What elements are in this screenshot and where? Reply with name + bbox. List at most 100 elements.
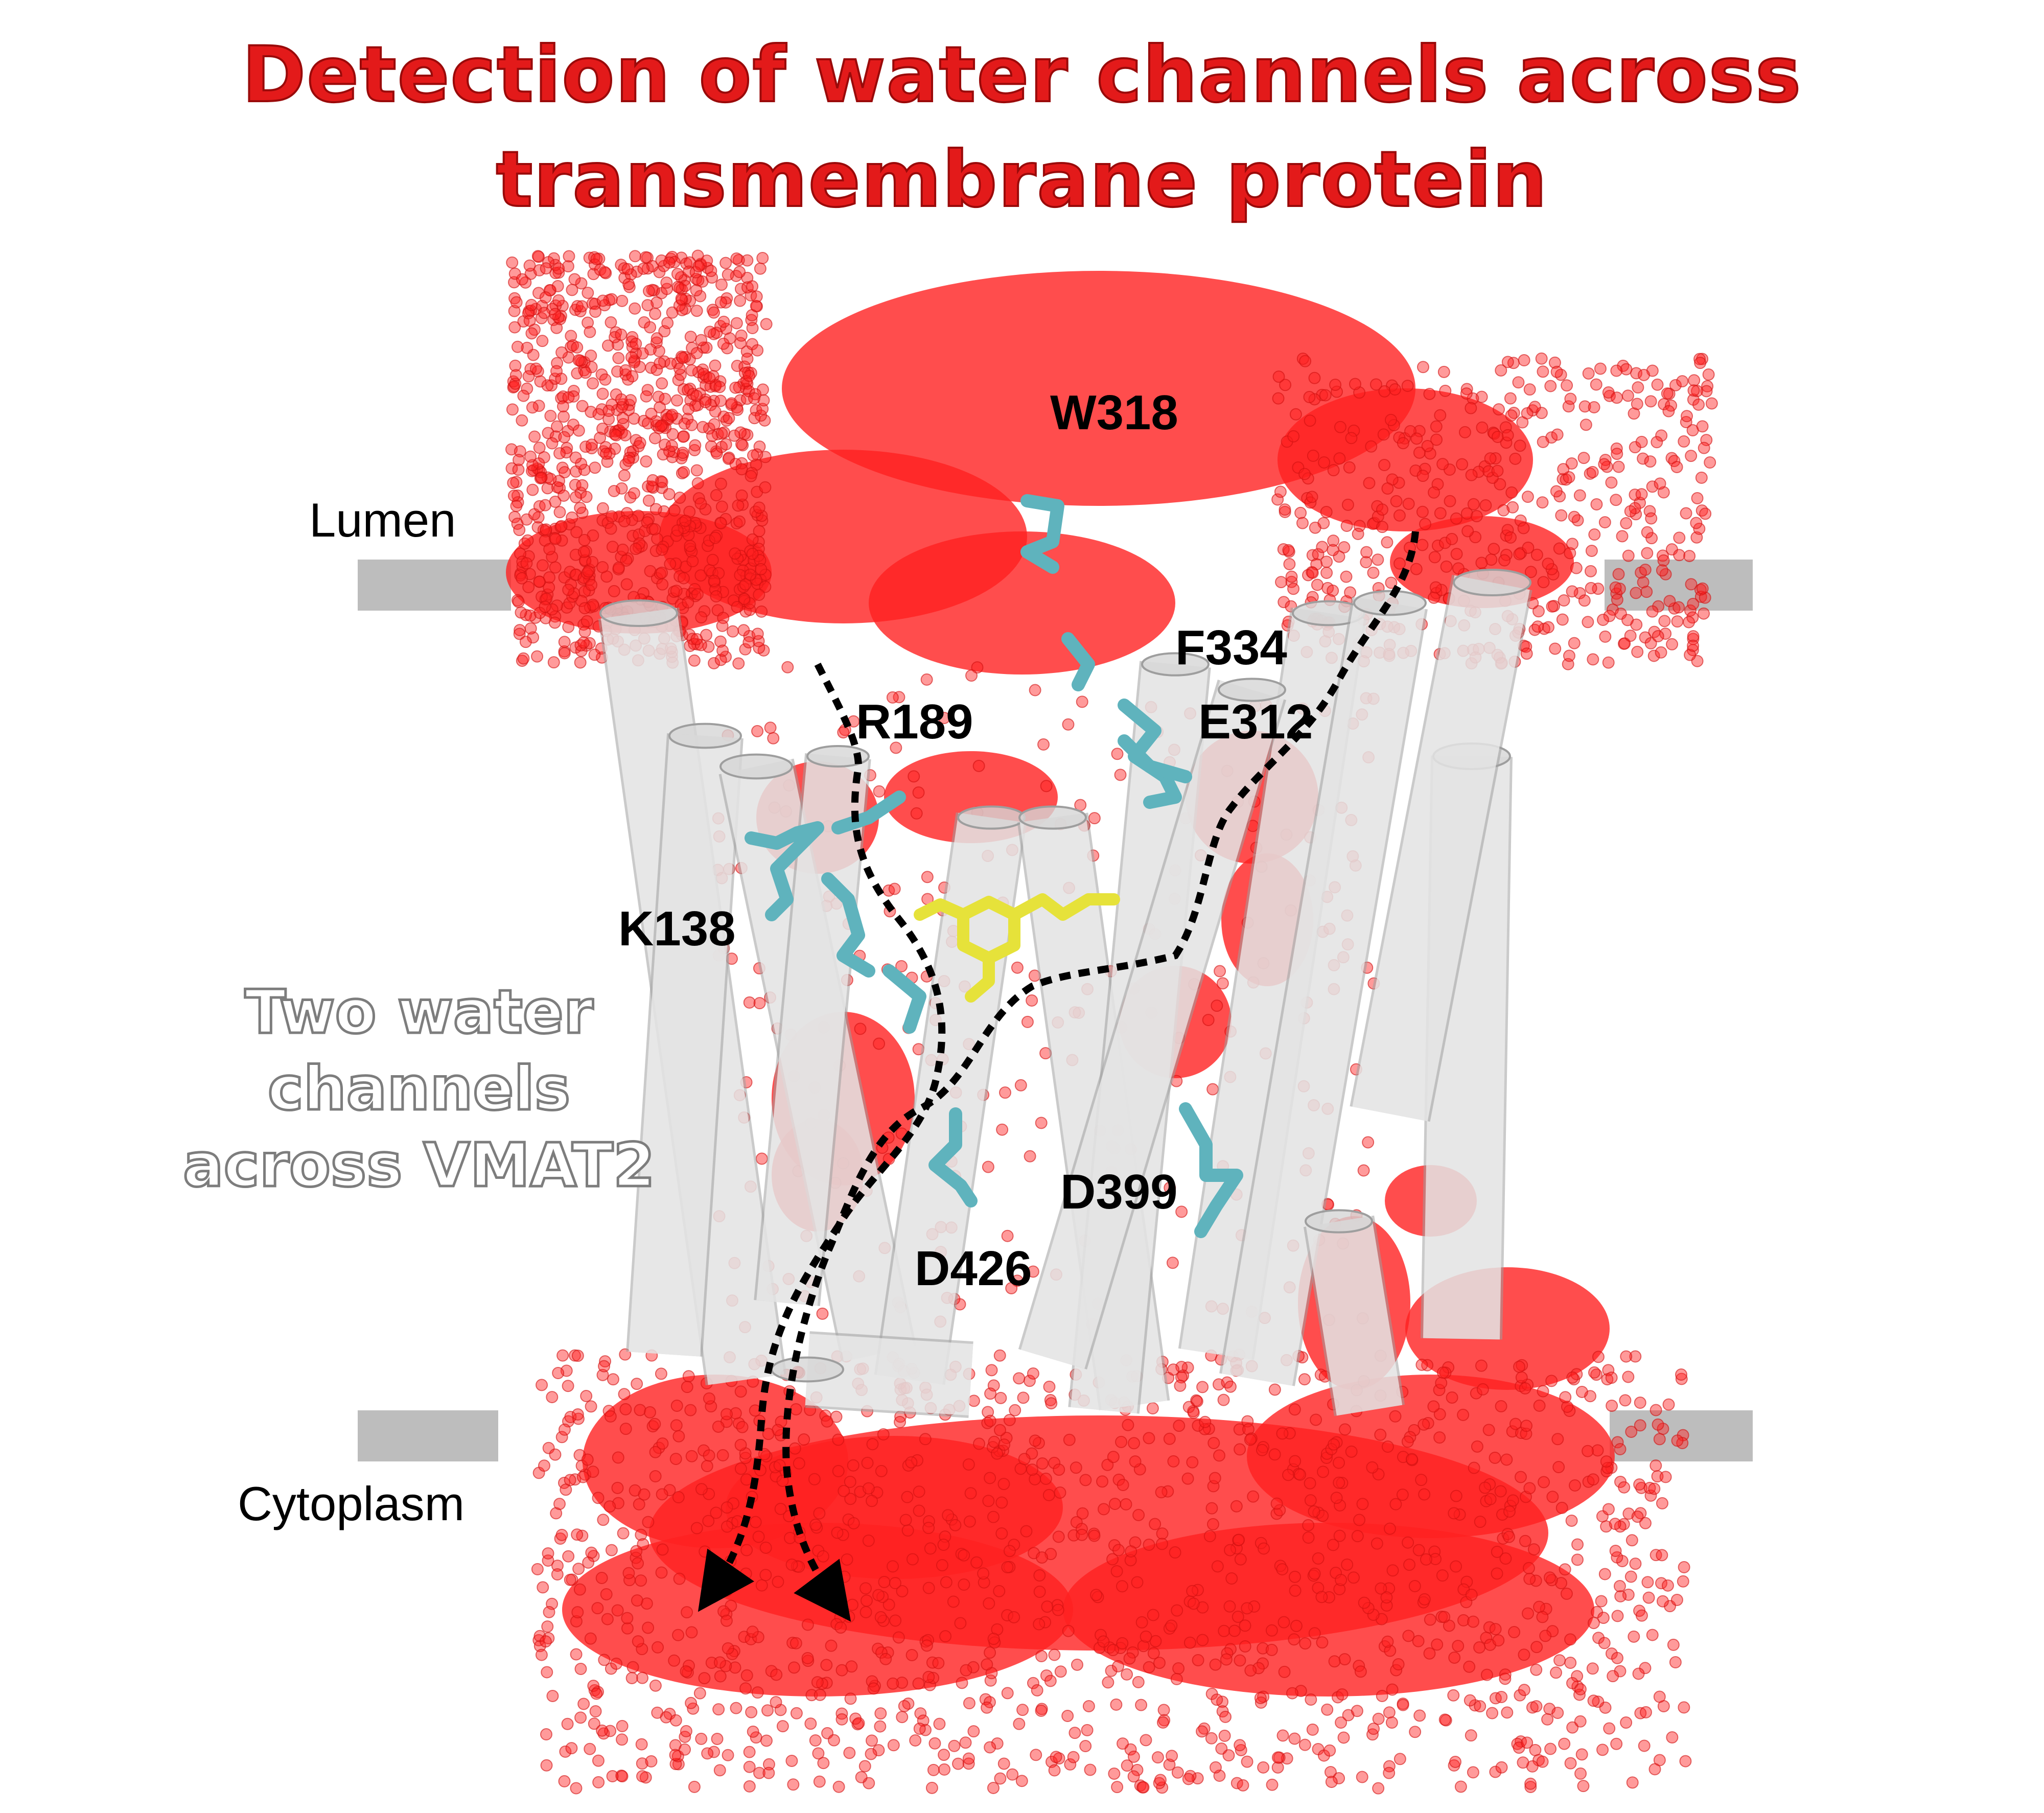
water-molecule xyxy=(1651,436,1663,449)
water-molecule xyxy=(927,1763,940,1776)
water-molecule xyxy=(714,517,727,529)
water-molecule xyxy=(535,471,548,484)
water-molecule xyxy=(1206,1518,1219,1530)
water-molecule xyxy=(1419,518,1431,530)
water-molecule xyxy=(682,403,695,415)
water-molecule xyxy=(696,421,709,433)
water-molecule xyxy=(1673,531,1686,544)
water-molecule xyxy=(715,278,728,291)
water-molecule xyxy=(580,1389,593,1402)
water-molecule xyxy=(861,1456,874,1469)
water-molecule xyxy=(1537,1385,1549,1398)
water-molecule xyxy=(1275,576,1288,589)
water-molecule xyxy=(1463,1660,1476,1673)
water-molecule xyxy=(659,392,671,405)
water-molecule xyxy=(1683,550,1696,563)
water-molecule xyxy=(1647,649,1660,662)
water-molecule xyxy=(571,341,584,354)
water-molecule xyxy=(585,405,597,418)
water-molecule xyxy=(605,316,617,329)
water-molecule xyxy=(759,481,772,494)
water-molecule xyxy=(544,473,557,485)
water-molecule xyxy=(1539,1630,1552,1642)
water-molecule xyxy=(529,362,542,375)
water-molecule xyxy=(598,266,611,278)
water-molecule xyxy=(1276,1427,1289,1440)
water-molecule xyxy=(616,543,629,556)
water-molecule xyxy=(531,1563,544,1575)
water-molecule xyxy=(682,596,694,609)
water-molecule xyxy=(596,561,609,573)
water-molecule xyxy=(1566,585,1578,598)
water-molecule xyxy=(750,290,763,303)
water-molecule xyxy=(1044,1675,1057,1687)
water-molecule xyxy=(1475,556,1488,569)
water-molecule xyxy=(858,1760,871,1773)
water-molecule xyxy=(1586,1662,1599,1675)
water-molecule xyxy=(730,317,743,330)
water-molecule xyxy=(1132,1508,1145,1521)
water-molecule xyxy=(1704,456,1716,469)
water-molecule xyxy=(922,1522,935,1535)
water-molecule xyxy=(970,1556,983,1569)
water-molecule xyxy=(1635,1609,1648,1622)
water-molecule xyxy=(1265,1643,1278,1656)
water-molecule xyxy=(770,1696,782,1709)
water-molecule xyxy=(898,1700,911,1712)
water-molecule xyxy=(1211,1560,1224,1573)
water-molecule xyxy=(1517,1756,1529,1769)
water-molecule xyxy=(982,1160,994,1173)
water-molecule xyxy=(1405,1453,1418,1466)
water-molecule xyxy=(1325,1776,1338,1788)
water-molecule xyxy=(894,1415,907,1428)
channels-annotation-line-3: across VMAT2 xyxy=(182,1129,657,1202)
water-molecule xyxy=(673,1572,686,1585)
water-molecule xyxy=(908,770,920,783)
water-molecule xyxy=(1495,1761,1508,1774)
water-molecule xyxy=(547,656,560,669)
water-molecule xyxy=(675,292,688,305)
water-molecule xyxy=(801,1618,814,1631)
water-molecule xyxy=(1671,615,1684,628)
water-molecule xyxy=(577,1698,590,1710)
water-molecule xyxy=(1315,1591,1328,1603)
water-molecule xyxy=(1692,398,1705,411)
water-molecule xyxy=(1661,1579,1674,1592)
water-molecule xyxy=(1471,1440,1483,1453)
water-molecule xyxy=(631,1594,643,1607)
water-molecule xyxy=(556,1349,569,1362)
water-molecule xyxy=(668,504,681,517)
water-molecule xyxy=(1587,1694,1600,1707)
water-molecule xyxy=(1360,556,1373,569)
water-molecule xyxy=(785,1754,798,1767)
water-molecule xyxy=(1304,414,1316,427)
water-molecule xyxy=(1033,1618,1046,1631)
water-molecule xyxy=(820,1659,833,1671)
water-molecule xyxy=(611,1481,624,1494)
water-molecule xyxy=(734,294,747,307)
water-molecule xyxy=(651,332,663,345)
water-molecule xyxy=(866,1734,878,1747)
water-molecule xyxy=(733,266,746,278)
water-molecule xyxy=(1029,684,1041,696)
water-molecule xyxy=(563,597,576,610)
water-molecule xyxy=(1571,1553,1584,1566)
water-molecule xyxy=(710,529,723,542)
water-molecule xyxy=(1671,1434,1684,1447)
water-molecule xyxy=(1305,1693,1317,1706)
water-molecule xyxy=(1620,517,1633,529)
water-molecule xyxy=(847,1517,860,1529)
water-molecule xyxy=(1521,407,1534,420)
water-molecule xyxy=(1268,1383,1281,1396)
water-molecule xyxy=(837,726,850,739)
figure-title-line-2: transmembrane protein xyxy=(495,134,1548,225)
water-molecule xyxy=(610,1657,623,1670)
water-molecule xyxy=(1521,1736,1534,1749)
water-molecule xyxy=(516,572,528,585)
water-molecule xyxy=(582,565,595,578)
water-molecule xyxy=(708,657,721,669)
water-molecule xyxy=(1653,1690,1666,1703)
water-molecule xyxy=(1624,505,1637,518)
water-molecule xyxy=(740,1544,753,1556)
water-molecule xyxy=(722,1642,734,1655)
